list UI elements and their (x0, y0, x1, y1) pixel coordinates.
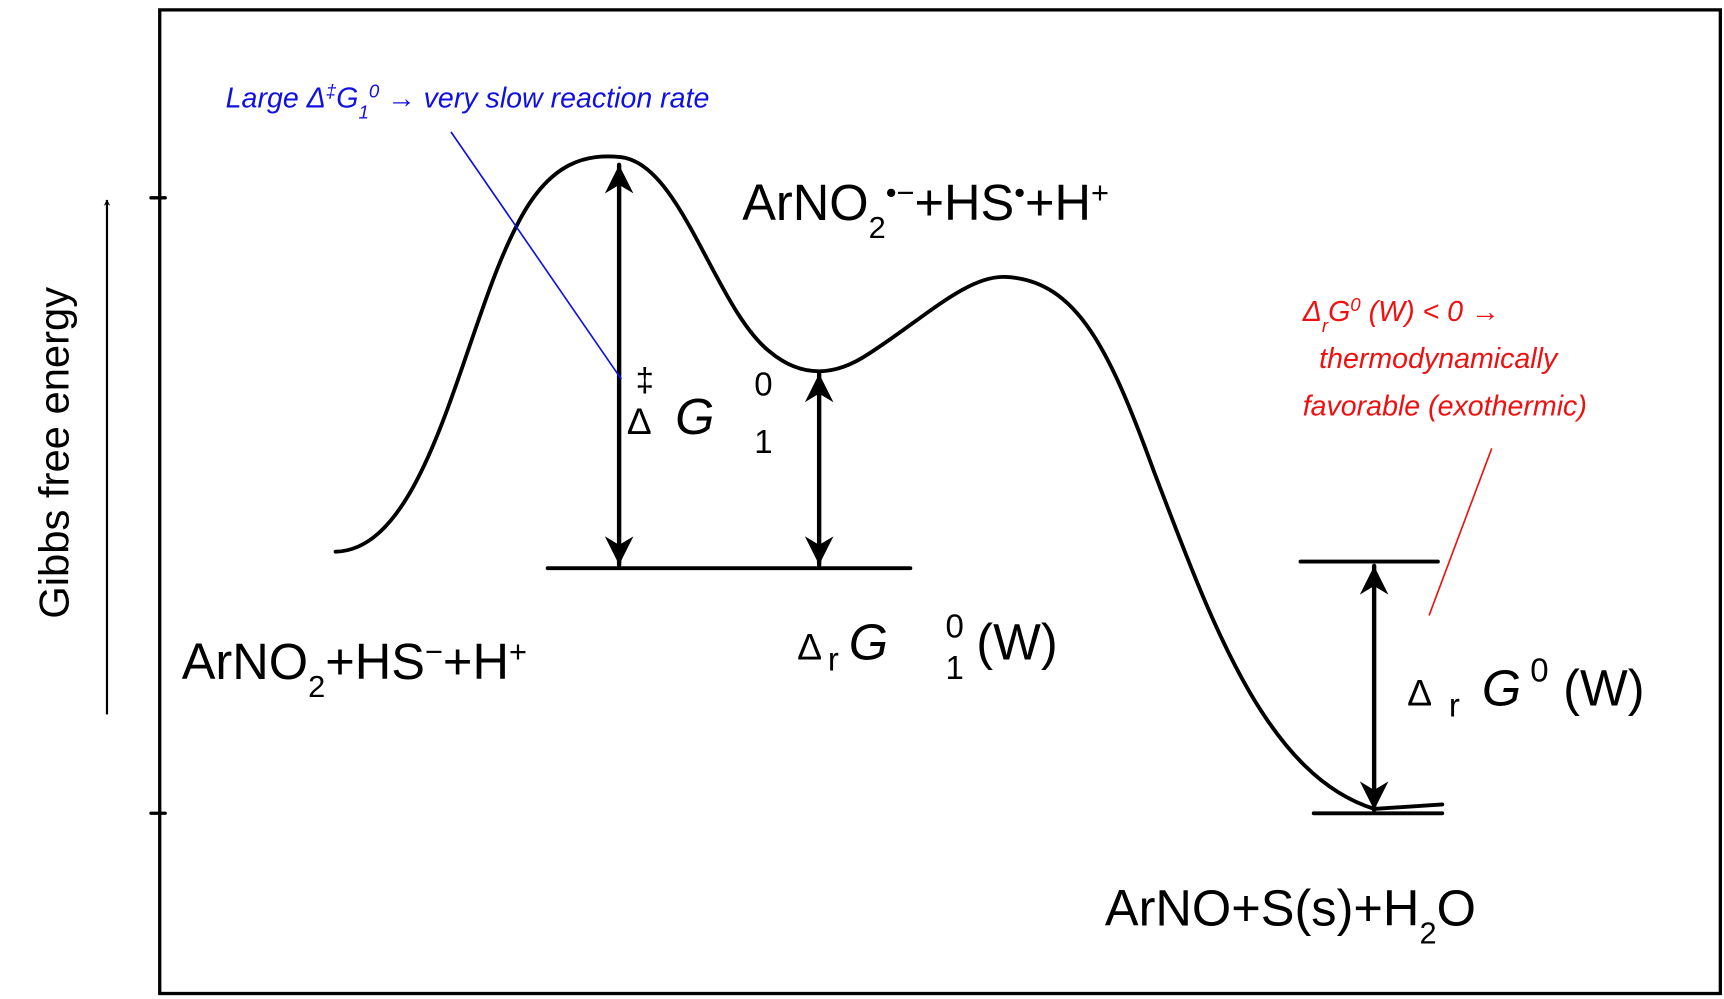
text-part: → very slow reaction rate (379, 83, 709, 115)
axis-label: Gibbs free energy (31, 287, 78, 619)
superscript: + (509, 634, 527, 669)
subscript: 1 (358, 101, 368, 122)
text-part: Large Δ (226, 83, 326, 115)
barrier-g: G (675, 388, 714, 445)
text-part: Δ (1302, 296, 1322, 328)
barrier-delta: Δ (627, 400, 652, 442)
text-part: +HS (325, 633, 425, 690)
thermo-annotation: ΔrG0 (W) < 0 → (1302, 293, 1500, 335)
text-part: ArNO+S(s)+H (1105, 879, 1420, 936)
intermediate-label: ArNO2•−+HS•+H+ (742, 174, 1109, 245)
text-part: +H (1025, 174, 1091, 231)
barrier-superscript: 0 (754, 366, 772, 403)
barrier-double-dagger: ‡ (636, 361, 654, 398)
text-part: ArNO (182, 633, 308, 690)
overall-g: G (1482, 660, 1521, 717)
superscript: − (425, 634, 443, 669)
step-superscript: 0 (946, 607, 964, 644)
overall-delta: Δ (1407, 672, 1432, 714)
step-w: (W) (976, 613, 1057, 670)
products-label: ArNO+S(s)+H2O (1105, 879, 1476, 950)
energy-curve (333, 154, 1445, 811)
thermo-annotation: thermodynamically (1319, 343, 1559, 375)
step-subscript: r (828, 640, 839, 677)
text-part: G (1328, 296, 1350, 328)
kinetic-annotation: Large Δ‡G10 → very slow reaction rate (226, 80, 710, 122)
step-subscript: 1 (946, 649, 964, 686)
callout-line (450, 131, 622, 380)
text-part: O (1437, 879, 1476, 936)
superscript: 0 (369, 80, 380, 101)
superscript: •− (886, 174, 915, 209)
superscript: + (1091, 174, 1109, 209)
subscript: r (1322, 314, 1329, 335)
superscript: 0 (1350, 293, 1361, 314)
barrier-subscript: 1 (754, 423, 772, 460)
text-part: ArNO (742, 174, 868, 231)
step-g: G (849, 613, 888, 670)
subscript: 2 (869, 209, 886, 244)
text-part: (W) < 0 → (1361, 296, 1500, 328)
thermo-annotation: favorable (exothermic) (1303, 390, 1587, 422)
subscript: 2 (308, 669, 325, 704)
superscript: ‡ (326, 80, 337, 101)
text-part: +H (443, 633, 509, 690)
step-delta: Δ (797, 625, 822, 667)
overall-superscript: 0 (1530, 651, 1548, 688)
overall-w: (W) (1563, 660, 1644, 717)
callout-line (1428, 448, 1493, 616)
reactants-label: ArNO2+HS−+H+ (182, 633, 527, 704)
overall-subscript: r (1449, 687, 1460, 724)
superscript: • (1014, 174, 1025, 209)
frame (158, 8, 1722, 996)
text-part: G (336, 83, 358, 115)
text-part: +HS (914, 174, 1014, 231)
subscript: 2 (1419, 915, 1436, 950)
